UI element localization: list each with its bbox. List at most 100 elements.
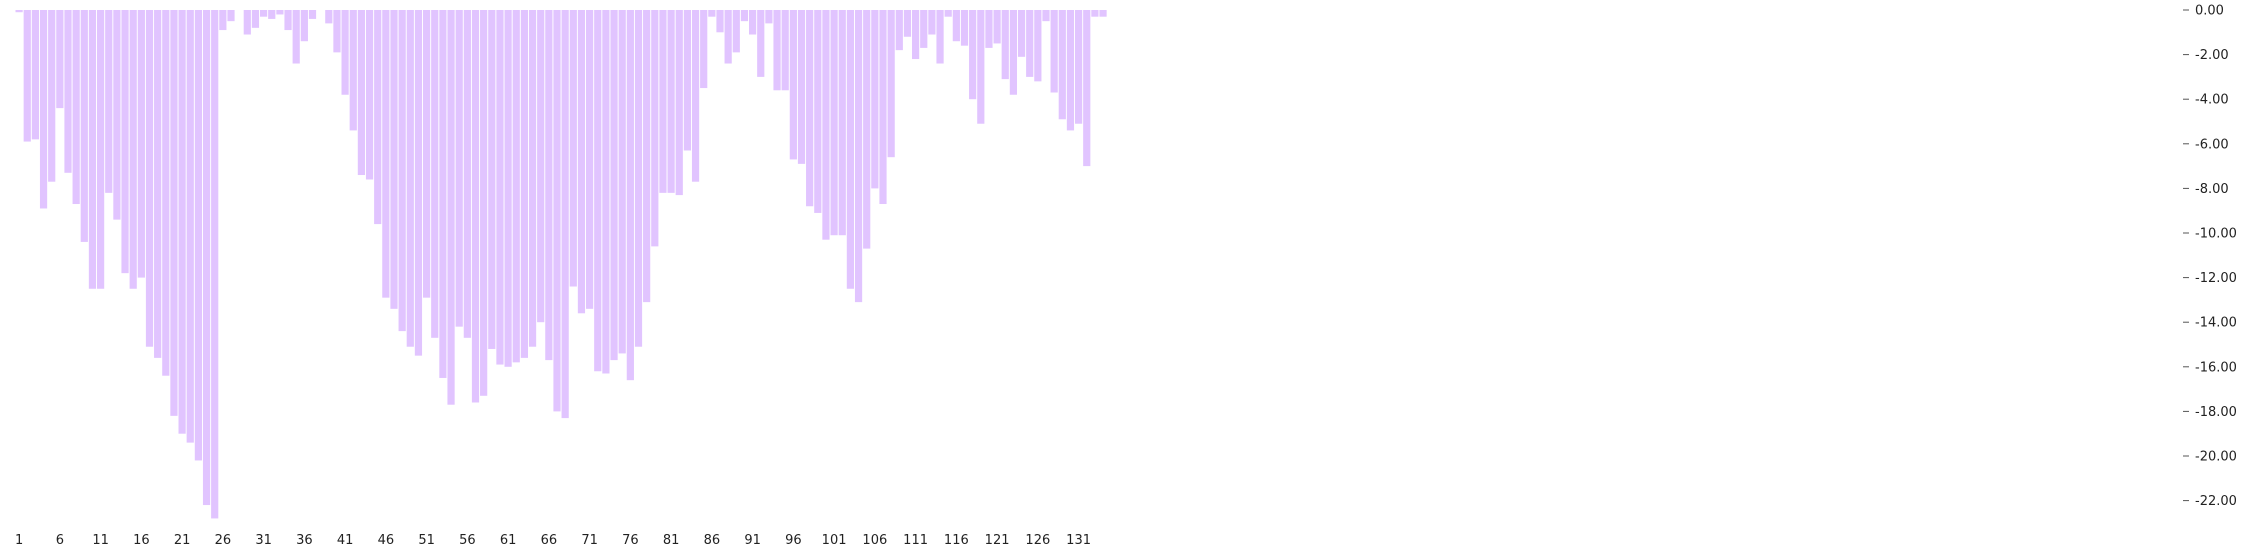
bar-39: [325, 10, 333, 24]
bar-67: [553, 10, 561, 412]
x-tick-label-1: 1: [15, 533, 23, 548]
bar-85: [700, 10, 708, 89]
bar-6: [56, 10, 64, 109]
x-tick-label-6: 6: [56, 533, 64, 548]
bar-92: [757, 10, 765, 77]
x-tick-label-56: 56: [459, 533, 476, 548]
bar-116: [952, 10, 960, 42]
bar-108: [887, 10, 895, 158]
bar-101: [830, 10, 838, 236]
bar-111: [912, 10, 920, 60]
bar-1: [15, 10, 23, 13]
bar-35: [292, 10, 300, 64]
bar-69: [569, 10, 577, 287]
bar-102: [838, 10, 846, 236]
bar-5: [48, 10, 56, 182]
bar-24: [202, 10, 211, 506]
bar-103: [846, 10, 854, 289]
bar-87: [716, 10, 724, 33]
y-tick-label: 0.00: [2195, 4, 2224, 19]
bar-54: [447, 10, 455, 405]
bar-81: [667, 10, 675, 193]
bar-47: [390, 10, 398, 309]
bar-63: [520, 10, 528, 358]
bar-64: [528, 10, 537, 347]
y-tick-label: -12.00: [2195, 271, 2237, 286]
bar-32: [268, 10, 276, 19]
bar-14: [121, 10, 129, 274]
bar-133: [1091, 10, 1099, 17]
bar-128: [1050, 10, 1058, 93]
bar-65: [537, 10, 545, 323]
bar-9: [80, 10, 88, 242]
bar-70: [577, 10, 586, 314]
x-tick-label-71: 71: [581, 533, 598, 548]
bar-8: [72, 10, 80, 205]
bar-94: [773, 10, 781, 91]
x-tick-label-126: 126: [1025, 533, 1050, 548]
bar-72: [594, 10, 602, 372]
bar-130: [1066, 10, 1075, 131]
bar-131: [1075, 10, 1083, 124]
bar-15: [129, 10, 137, 289]
bar-112: [920, 10, 928, 48]
bar-121: [993, 10, 1001, 44]
x-tick-label-46: 46: [378, 533, 395, 548]
bar-26: [219, 10, 227, 31]
bar-17: [145, 10, 154, 347]
bar-73: [602, 10, 610, 374]
bar-56: [463, 10, 471, 338]
bar-118: [969, 10, 977, 100]
bar-57: [471, 10, 480, 403]
bar-44: [365, 10, 374, 180]
bar-4: [39, 10, 48, 209]
bar-107: [879, 10, 887, 205]
y-tick-label: -2.00: [2195, 48, 2229, 63]
bar-126: [1034, 10, 1042, 82]
x-tick-label-96: 96: [785, 533, 802, 548]
bar-83: [683, 10, 691, 151]
x-tick-label-31: 31: [255, 533, 272, 548]
bar-55: [455, 10, 463, 327]
bar-29: [243, 10, 251, 35]
y-axis-ticks: 0.00 -2.00 -4.00 -6.00 -8.00 -10.00 -12.00 -14.…: [2183, 4, 2237, 509]
bar-58: [480, 10, 488, 396]
x-axis-ticks: 1 6 11 16 21 26 31 36 41 46 51 56 61 66 71 76 81 86 91 96 10…: [15, 533, 1091, 548]
x-tick-label-26: 26: [215, 533, 232, 548]
x-tick-label-101: 101: [822, 533, 847, 548]
x-tick-label-36: 36: [296, 533, 313, 548]
bar-123: [1009, 10, 1017, 95]
bar-124: [1017, 10, 1026, 57]
x-tick-label-131: 131: [1066, 533, 1091, 548]
bar-27: [227, 10, 235, 22]
x-tick-label-51: 51: [418, 533, 435, 548]
bar-68: [561, 10, 569, 419]
x-tick-label-21: 21: [174, 533, 191, 548]
bar-36: [300, 10, 308, 42]
y-tick-label: -20.00: [2195, 450, 2237, 465]
bar-19: [162, 10, 170, 376]
bar-78: [643, 10, 651, 303]
x-tick-label-76: 76: [622, 533, 639, 548]
bar-76: [626, 10, 634, 381]
x-tick-label-81: 81: [663, 533, 680, 548]
bar-22: [186, 10, 194, 443]
bar-100: [822, 10, 830, 240]
x-tick-label-86: 86: [704, 533, 721, 548]
bar-2: [23, 10, 31, 142]
bar-7: [64, 10, 72, 173]
bar-134: [1099, 10, 1107, 17]
y-tick-label: -6.00: [2195, 137, 2229, 152]
bar-13: [113, 10, 121, 220]
bar-82: [675, 10, 683, 196]
bar-46: [382, 10, 390, 298]
bar-23: [194, 10, 202, 461]
y-tick-label: -8.00: [2195, 182, 2229, 197]
x-tick-label-91: 91: [744, 533, 761, 548]
bar-21: [178, 10, 186, 434]
x-tick-label-41: 41: [337, 533, 354, 548]
bar-62: [512, 10, 520, 363]
bar-20: [170, 10, 178, 416]
bar-97: [797, 10, 806, 164]
bar-41: [341, 10, 349, 95]
